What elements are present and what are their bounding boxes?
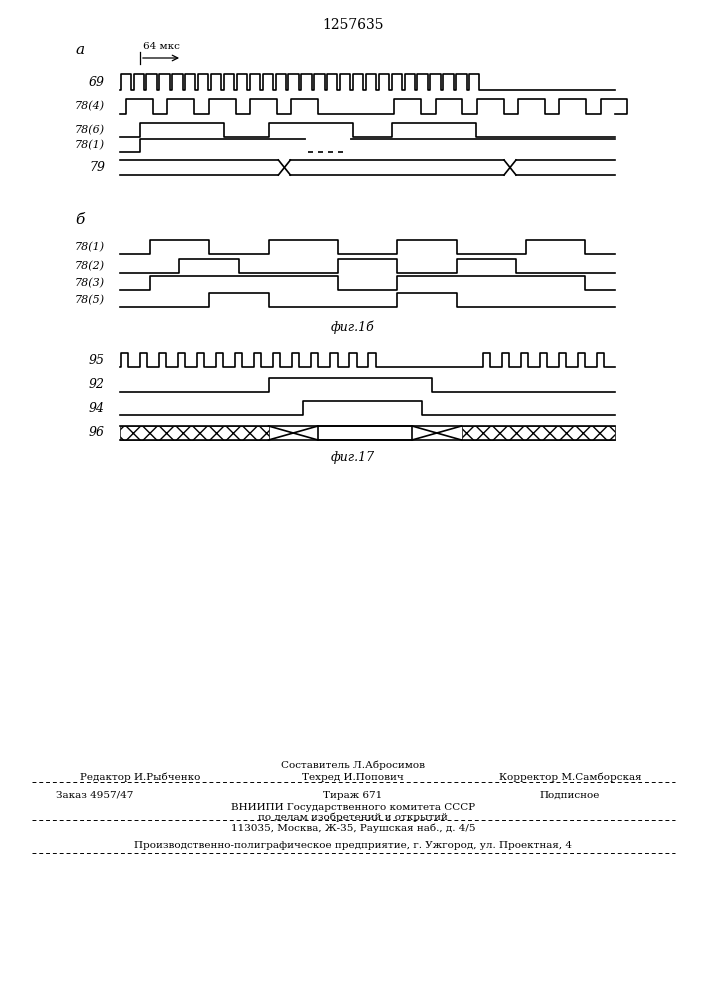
- Text: 78(1): 78(1): [75, 140, 105, 151]
- Text: 94: 94: [89, 401, 105, 414]
- Text: 113035, Москва, Ж-35, Раушская наб., д. 4/5: 113035, Москва, Ж-35, Раушская наб., д. …: [230, 823, 475, 833]
- Text: Производственно-полиграфическое предприятие, г. Ужгород, ул. Проектная, 4: Производственно-полиграфическое предприя…: [134, 840, 572, 850]
- Text: Корректор М.Самборская: Корректор М.Самборская: [498, 772, 641, 782]
- Text: 64 мкс: 64 мкс: [143, 42, 180, 51]
- Text: фиг.17: фиг.17: [331, 450, 375, 464]
- Text: фиг.1б: фиг.1б: [331, 320, 375, 334]
- Text: 92: 92: [89, 378, 105, 391]
- Text: по делам изобретений и открытий: по делам изобретений и открытий: [258, 812, 448, 822]
- Text: Техред И.Попович: Техред И.Попович: [302, 772, 404, 782]
- Text: Тираж 671: Тираж 671: [323, 790, 382, 800]
- Text: 95: 95: [89, 354, 105, 366]
- Bar: [462, 426, 615, 440]
- Text: Заказ 4957/47: Заказ 4957/47: [57, 790, 134, 800]
- Bar: [318, 426, 412, 440]
- Bar: [120, 426, 269, 440]
- Text: 78(3): 78(3): [75, 278, 105, 288]
- Text: 78(5): 78(5): [75, 295, 105, 305]
- Text: а: а: [75, 43, 84, 57]
- Text: 78(1): 78(1): [75, 242, 105, 252]
- Text: 78(6): 78(6): [75, 125, 105, 135]
- Text: ВНИИПИ Государственного комитета СССР: ВНИИПИ Государственного комитета СССР: [231, 802, 475, 812]
- Text: 69: 69: [89, 76, 105, 89]
- Text: Подписное: Подписное: [540, 790, 600, 800]
- Text: 78(4): 78(4): [75, 101, 105, 112]
- Text: б: б: [75, 213, 84, 227]
- Text: Редактор И.Рыбченко: Редактор И.Рыбченко: [80, 772, 200, 782]
- Text: 78(2): 78(2): [75, 261, 105, 271]
- Text: 96: 96: [89, 426, 105, 440]
- Text: Составитель Л.Абросимов: Составитель Л.Абросимов: [281, 760, 425, 770]
- Text: 79: 79: [89, 161, 105, 174]
- Text: 1257635: 1257635: [322, 18, 384, 32]
